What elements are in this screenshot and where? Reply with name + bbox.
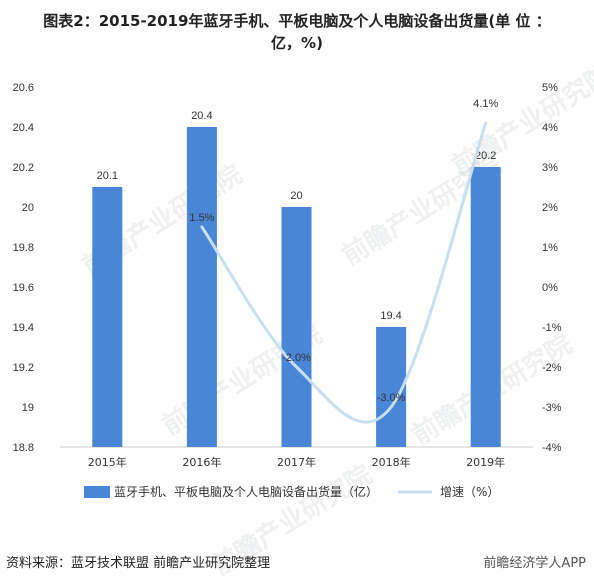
y-right-tick-label: 1%	[542, 242, 558, 254]
legend-bar-label: 蓝牙手机、平板电脑及个人电脑设备出货量（亿）	[114, 484, 378, 499]
legend-bar-swatch	[84, 486, 110, 498]
bar	[470, 167, 501, 447]
x-tick-label: 2016年	[182, 455, 221, 469]
y-left-tick-label: 19.6	[13, 282, 34, 294]
y-left-tick-label: 19.2	[13, 362, 34, 374]
y-left-tick-label: 18.8	[13, 442, 34, 454]
x-tick-label: 2015年	[88, 455, 127, 469]
title-line-2: 亿，%)	[271, 34, 323, 52]
x-tick-label: 2017年	[277, 455, 316, 469]
y-left-tick-label: 20.2	[13, 162, 34, 174]
y-left-tick-label: 19.4	[13, 322, 34, 334]
x-tick-label: 2018年	[372, 455, 411, 469]
line-data-label: 1.5%	[189, 212, 214, 224]
source-note: 资料来源：蓝牙技术联盟 前瞻产业研究院整理	[6, 556, 271, 571]
bar	[281, 207, 312, 447]
legend-line-label: 增速（%）	[440, 485, 499, 499]
bar-data-label: 19.4	[380, 310, 401, 322]
x-tick-label: 2019年	[466, 455, 505, 469]
bar-data-label: 20.2	[475, 150, 496, 162]
y-left-tick-label: 20.6	[13, 82, 34, 94]
y-right-tick-label: 3%	[542, 162, 558, 174]
y-left-tick-label: 19	[22, 402, 34, 414]
y-right-tick-label: -2%	[542, 362, 562, 374]
y-right-tick-label: -4%	[542, 442, 562, 454]
growth-rate-line	[200, 121, 488, 424]
bar-data-label: 20.4	[191, 110, 212, 122]
y-left-tick-label: 19.8	[13, 242, 34, 254]
y-right-tick-label: 0%	[542, 282, 558, 294]
line-data-label: -2.0%	[282, 352, 311, 364]
publisher-logo: 前瞻经济学人APP	[483, 556, 586, 571]
line-data-label: -3.0%	[377, 392, 406, 404]
bar	[186, 127, 217, 447]
y-left-tick-label: 20.4	[13, 122, 34, 134]
y-right-tick-label: 4%	[542, 122, 558, 134]
y-left-tick-label: 20	[22, 202, 34, 214]
y-right-tick-label: -1%	[542, 322, 562, 334]
bar	[92, 187, 123, 447]
line-data-label: 4.1%	[473, 98, 498, 110]
bar-data-label: 20.1	[97, 170, 118, 182]
y-right-tick-label: 2%	[542, 202, 558, 214]
title-line-1: 图表2：2015-2019年蓝牙手机、平板电脑及个人电脑设备出货量(单 位 ：	[43, 12, 551, 30]
y-right-tick-label: -3%	[542, 402, 562, 414]
bar-data-label: 20	[290, 190, 302, 202]
chart-title: 图表2：2015-2019年蓝牙手机、平板电脑及个人电脑设备出货量(单 位 ： …	[0, 10, 594, 54]
y-right-tick-label: 5%	[542, 82, 558, 94]
